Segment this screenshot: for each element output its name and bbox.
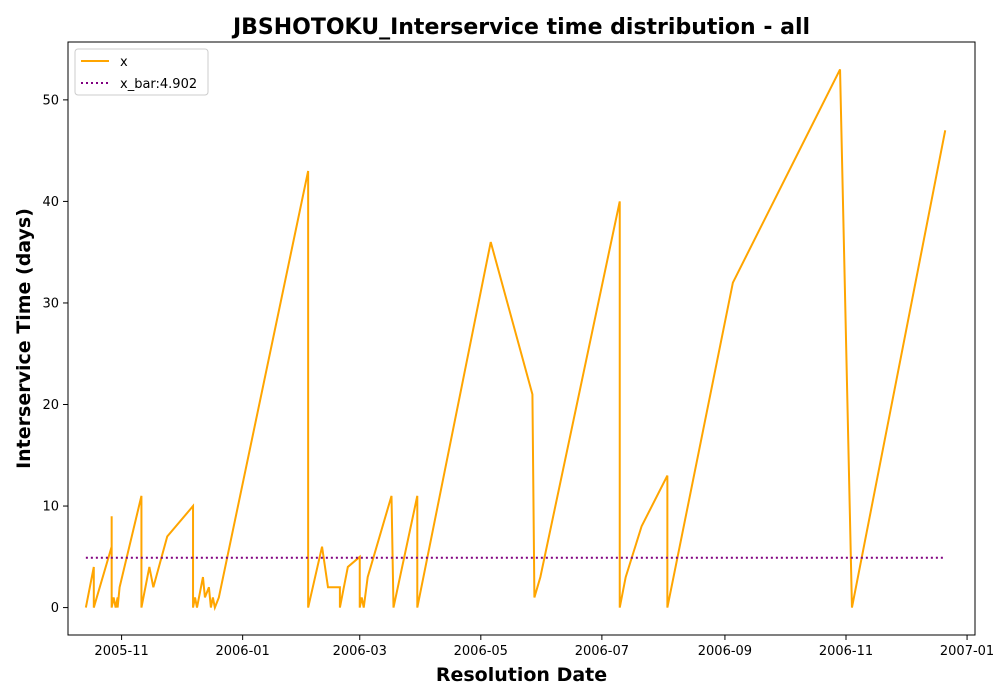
x-tick-label: 2006-07 [575,644,629,659]
y-tick-label: 30 [42,296,59,311]
y-axis: 0 10 20 30 40 50 [42,93,68,616]
x-tick-label: 2006-05 [454,644,508,659]
x-tick-label: 2006-09 [698,644,752,659]
plot-area [84,68,947,612]
legend-label-x: x [120,55,128,70]
legend-label-x-bar: x_bar:4.902 [120,77,197,92]
y-axis-label: Interservice Time (days) [13,208,35,469]
x-tick-label: 2006-11 [819,644,873,659]
legend: x x_bar:4.902 [74,48,209,96]
y-tick-label: 40 [42,195,59,210]
y-tick-label: 10 [42,500,59,515]
y-tick-label: 50 [42,93,59,108]
x-tick-label: 2007-01 [940,644,994,659]
plot-frame [67,41,976,636]
chart-title: JBSHOTOKU_Interservice time distribution… [231,15,810,40]
x-axis-label: Resolution Date [436,664,607,686]
series-x-line [84,68,947,612]
x-axis: 2005-11 2006-01 2006-03 2006-05 2006-07 2006-… [94,635,994,659]
y-tick-label: 0 [51,601,59,616]
x-tick-label: 2005-11 [94,644,148,659]
x-tick-label: 2006-01 [215,644,269,659]
x-tick-label: 2006-03 [333,644,387,659]
y-tick-label: 20 [42,398,59,413]
